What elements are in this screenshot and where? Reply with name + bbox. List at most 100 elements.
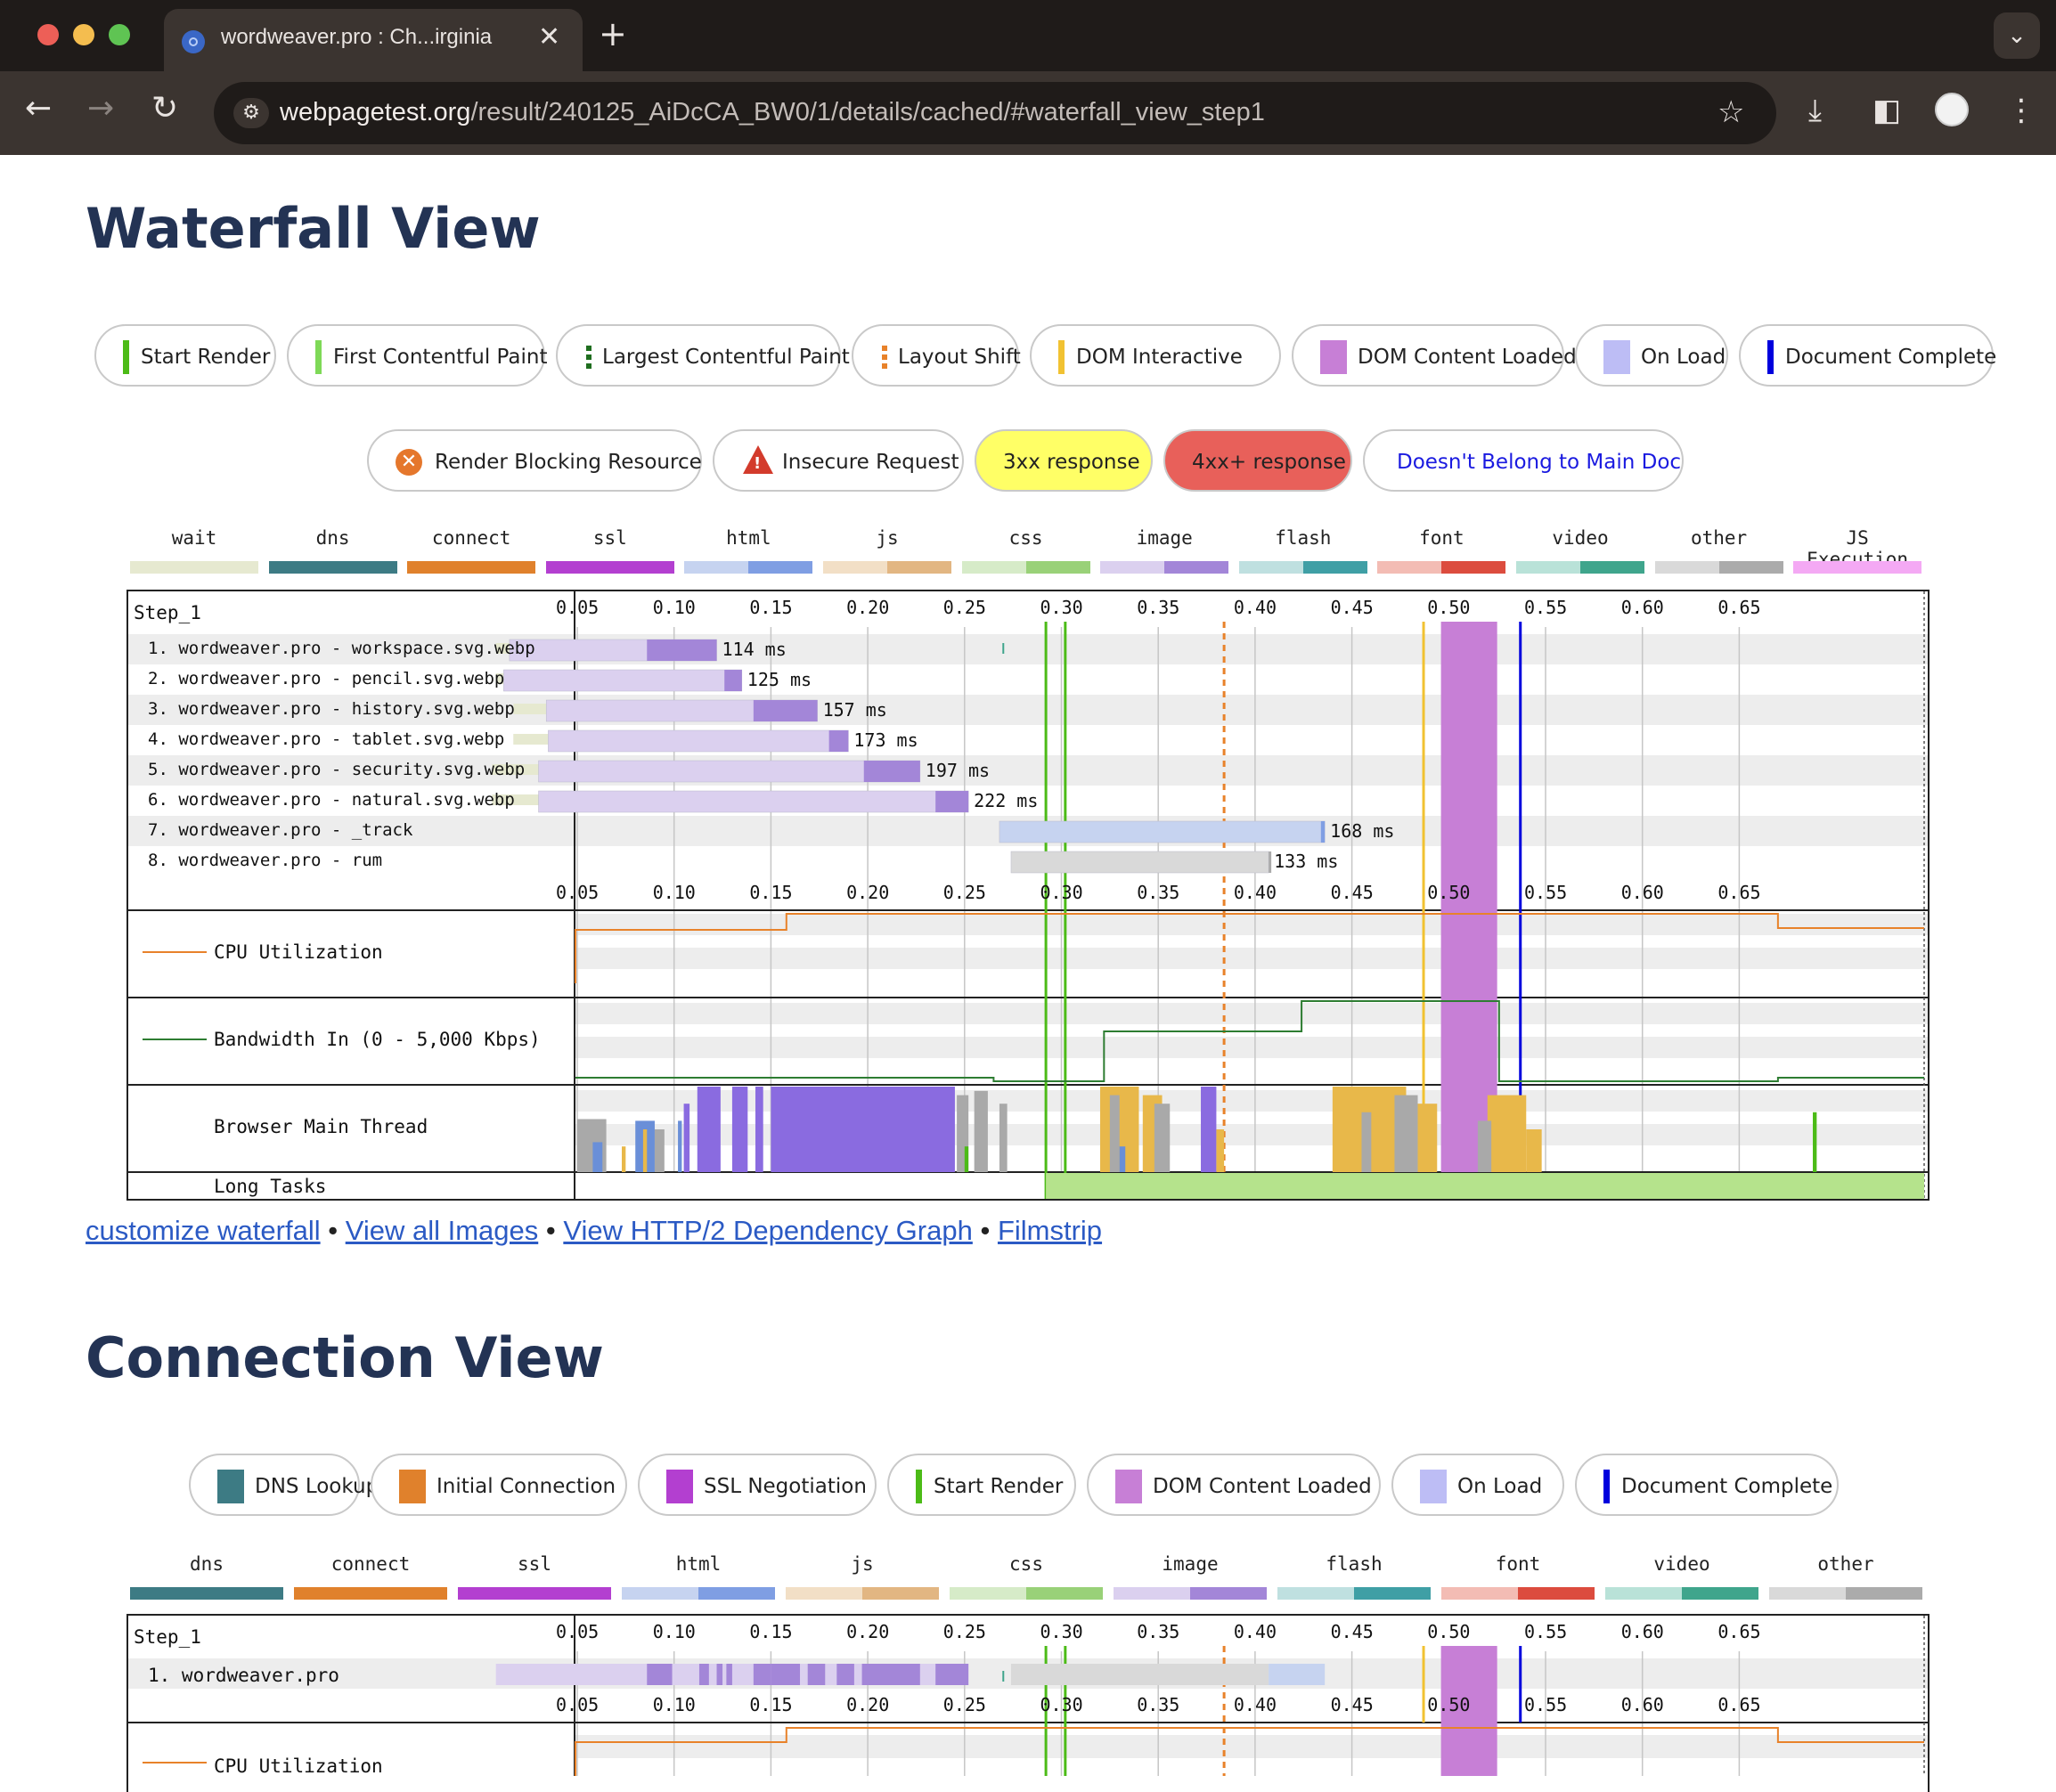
bookmark-star-icon[interactable]: ☆ [1717, 94, 1745, 130]
legend-swatch [1420, 1470, 1447, 1503]
main-thread-activity [1201, 1087, 1217, 1172]
legend-layout-shift: Layout Shift [852, 324, 1021, 387]
legend-swatch [586, 346, 592, 371]
axis-tick-label: 0.35 [1137, 1694, 1180, 1715]
profile-avatar[interactable] [1935, 93, 1969, 126]
legend-document-complete: Document Complete [1739, 324, 1996, 387]
main-thread-activity [999, 1104, 1008, 1172]
legend-swatch [217, 1470, 244, 1503]
legend-swatch [315, 340, 322, 374]
request-download-bar[interactable] [1269, 851, 1272, 873]
request-label[interactable]: 6. wordweaver.pro - natural.svg.webp [148, 790, 515, 810]
request-ttfb-bar[interactable] [999, 820, 1326, 843]
request-ttfb-bar[interactable] [548, 729, 849, 753]
axis-tick-label: 0.35 [1137, 1621, 1180, 1642]
waterfall-chart[interactable]: Step_1 1. wordweaver.pro - workspace.svg… [126, 590, 1930, 1201]
request-duration: 168 ms [1330, 820, 1395, 842]
legend-label: Layout Shift [898, 346, 1021, 369]
connection-html-bar[interactable] [1269, 1664, 1326, 1685]
main-thread-activity [1417, 1104, 1438, 1172]
legend-label: Largest Contentful Paint [602, 346, 850, 369]
request-ttfb-bar[interactable] [538, 760, 921, 783]
cpu-utilization-line [575, 913, 1924, 983]
waterfall-svg [128, 591, 1928, 1199]
view-all-images-link[interactable]: View all Images [345, 1215, 539, 1246]
request-label[interactable]: 7. wordweaver.pro - _track [148, 820, 413, 840]
connection-other-bar[interactable] [1010, 1664, 1269, 1685]
legend-dom-content-loaded: DOM Content Loaded [1292, 324, 1577, 387]
browser-tab[interactable]: wordweaver.pro : Ch...irginia ✕ [164, 9, 583, 71]
download-icon[interactable]: ⤓ [1808, 93, 1823, 128]
axis-tick-label: 0.10 [652, 597, 696, 618]
legend-start-render: Start Render [887, 1454, 1076, 1516]
request-download-bar[interactable] [863, 761, 920, 782]
axis-tick-label: 0.15 [749, 1621, 793, 1642]
legend-swatch [1603, 340, 1630, 374]
maximize-window-button[interactable] [109, 24, 130, 45]
request-ttfb-bar[interactable] [538, 790, 969, 813]
key-label-flash: flash [1275, 527, 1332, 549]
request-label[interactable]: 3. wordweaver.pro - history.svg.webp [148, 699, 515, 719]
side-panel-icon[interactable]: ◧ [1872, 93, 1902, 128]
close-window-button[interactable] [37, 24, 59, 45]
key-label-ssl: ssl [518, 1553, 551, 1575]
site-settings-icon[interactable]: ⚙ [233, 98, 269, 128]
request-label[interactable]: 5. wordweaver.pro - security.svg.webp [148, 760, 526, 779]
row-stripe [128, 634, 1928, 664]
tab-close-icon[interactable]: ✕ [538, 21, 561, 53]
filmstrip-link[interactable]: Filmstrip [997, 1215, 1103, 1246]
minimize-window-button[interactable] [73, 24, 94, 45]
legend-label: DOM Interactive [1076, 346, 1243, 369]
request-label[interactable]: 1. wordweaver.pro - workspace.svg.webp [148, 639, 535, 658]
connection-image-download [698, 1664, 709, 1685]
key-label-image: image [1136, 527, 1193, 549]
axis-tick-label: 0.25 [942, 1694, 986, 1715]
legend-label: Doesn't Belong to Main Doc [1397, 451, 1682, 474]
main-thread-activity [622, 1146, 626, 1172]
legend-label: Render Blocking Resource [435, 451, 702, 474]
key-swatch-flash [1277, 1587, 1431, 1600]
request-download-bar[interactable] [724, 670, 742, 691]
legend-swatch [916, 1470, 922, 1503]
request-label[interactable]: 4. wordweaver.pro - tablet.svg.webp [148, 729, 505, 749]
key-label-connect: connect [431, 527, 511, 549]
key-label-js: js [876, 527, 899, 549]
connection-image-download [753, 1664, 771, 1685]
main-thread-activity [771, 1087, 955, 1172]
legend-insecure-request: ! Insecure Request [713, 429, 964, 492]
tab-search-button[interactable]: ⌄ [1994, 12, 2040, 59]
legend-swatch [666, 1470, 693, 1503]
address-bar[interactable]: ⚙ webpagetest.org/result/240125_AiDcCA_B… [214, 82, 1776, 144]
legend-swatch [123, 340, 129, 374]
new-tab-button[interactable]: + [599, 14, 627, 53]
more-menu-icon[interactable]: ⋮ [2006, 93, 2036, 128]
request-label[interactable]: 8. wordweaver.pro - rum [148, 851, 383, 870]
request-download-bar[interactable] [828, 730, 849, 752]
step-label: Step_1 [134, 602, 201, 623]
view-http2-dependency-graph-link[interactable]: View HTTP/2 Dependency Graph [563, 1215, 973, 1246]
customize-waterfall-link[interactable]: customize waterfall [86, 1215, 321, 1246]
url-text[interactable]: webpagetest.org/result/240125_AiDcCA_BW0… [280, 98, 1265, 126]
request-ttfb-bar[interactable] [1010, 851, 1269, 874]
request-download-bar[interactable] [935, 791, 969, 812]
axis-tick-label: 0.20 [846, 882, 890, 903]
connection-chart[interactable]: Step_1 1. wordweaver.pro CPU Utilization… [126, 1614, 1930, 1792]
request-download-bar[interactable] [1320, 821, 1326, 843]
request-download-bar[interactable] [753, 700, 818, 721]
legend-doesn-t-belong-to-main-doc: Doesn't Belong to Main Doc [1363, 429, 1684, 492]
back-arrow-icon[interactable]: ← [25, 90, 53, 126]
legend-label: Start Render [141, 346, 271, 369]
request-label[interactable]: 2. wordweaver.pro - pencil.svg.webp [148, 669, 505, 688]
axis-tick-label: 0.30 [1040, 597, 1083, 618]
request-wait-bar [492, 764, 539, 775]
request-download-bar[interactable] [647, 639, 717, 661]
forward-arrow-icon[interactable]: → [87, 90, 115, 126]
legend-dom-interactive: DOM Interactive [1030, 324, 1281, 387]
row-stripe [128, 755, 1928, 786]
axis-tick-label: 0.10 [652, 1694, 696, 1715]
request-ttfb-bar[interactable] [503, 669, 743, 692]
legend-label: SSL Negotiation [704, 1475, 867, 1498]
request-wait-bar [513, 704, 547, 714]
axis-tick-label: 0.20 [846, 1694, 890, 1715]
reload-icon[interactable]: ↻ [151, 90, 179, 126]
